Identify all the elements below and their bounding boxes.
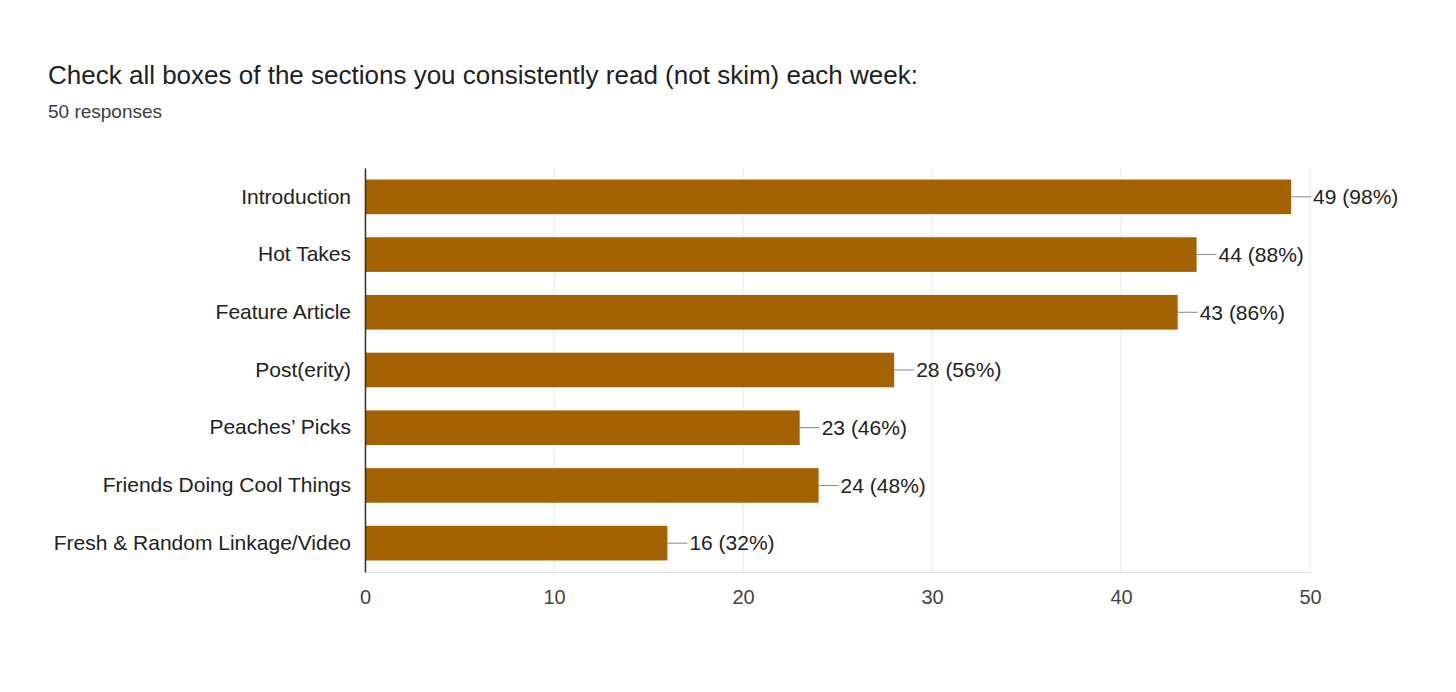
tick-label: 40 [1110, 586, 1132, 608]
tick-label: 50 [1299, 586, 1321, 608]
bar [365, 180, 1291, 215]
tick: 40 [1110, 572, 1132, 608]
leader-line [894, 370, 914, 371]
data-label: 16 (32%) [689, 531, 774, 554]
data-label: 24 (48%) [841, 474, 926, 497]
tick: 50 [1299, 572, 1321, 608]
tick-label: Introduction [241, 185, 351, 208]
tick-label: Fresh & Random Linkage/Video [54, 531, 351, 554]
chart-svg: Check all boxes of the sections you cons… [0, 0, 1456, 692]
tick-label: Peaches’ Picks [209, 415, 351, 438]
tick-label: 10 [543, 586, 565, 608]
tick: 20 [732, 572, 754, 608]
bar [365, 526, 667, 561]
grid [365, 168, 1310, 572]
tick-label: 0 [360, 586, 371, 608]
tick: Post(erity) [255, 358, 365, 381]
grid-line [1121, 168, 1122, 572]
leader-line [800, 427, 820, 428]
tick: 10 [543, 572, 565, 608]
tick-label: Hot Takes [258, 242, 351, 265]
data-labels: 49 (98%) 44 (88%) 43 (86%) 28 (56%) 23 (46%)… [667, 185, 1398, 554]
tick: Introduction [241, 185, 365, 208]
axis-line [366, 572, 1311, 573]
data-label: 44 (88%) [1219, 243, 1304, 266]
tick-label: 20 [732, 586, 754, 608]
bar [365, 237, 1197, 272]
axis-line [365, 169, 367, 573]
tick: 30 [921, 572, 943, 608]
data-label: 28 (56%) [916, 358, 1001, 381]
tick-label: Friends Doing Cool Things [103, 473, 351, 496]
bars [365, 180, 1291, 561]
grid-line [365, 168, 366, 572]
tick: 0 [360, 572, 371, 608]
tick: Friends Doing Cool Things [103, 473, 365, 496]
leader-line [667, 543, 687, 544]
data-label: 43 (86%) [1200, 301, 1285, 324]
category-axis: Introduction Hot Takes Feature Article Post… [54, 169, 366, 573]
bar [365, 468, 819, 503]
tick: Feature Article [216, 300, 365, 323]
bar [365, 353, 894, 388]
data-label: 23 (46%) [822, 416, 907, 439]
tick: Peaches’ Picks [209, 415, 365, 438]
grid-line [1310, 168, 1311, 572]
tick-label: Post(erity) [255, 358, 351, 381]
chart-title: Check all boxes of the sections you cons… [48, 60, 918, 90]
chart-container: Check all boxes of the sections you cons… [0, 0, 1456, 692]
leader-line [1178, 312, 1198, 313]
tick: Hot Takes [258, 242, 365, 265]
bar [365, 295, 1178, 330]
chart-subtitle: 50 responses [48, 101, 162, 122]
leader-line [1291, 196, 1311, 197]
leader-line [1197, 254, 1217, 255]
tick-label: 30 [921, 586, 943, 608]
tick: Fresh & Random Linkage/Video [54, 531, 365, 554]
data-label: 49 (98%) [1313, 185, 1398, 208]
tick-label: Feature Article [216, 300, 351, 323]
value-axis: 0 10 20 30 40 50 [360, 572, 1322, 608]
leader-line [819, 485, 839, 486]
bar [365, 410, 800, 445]
